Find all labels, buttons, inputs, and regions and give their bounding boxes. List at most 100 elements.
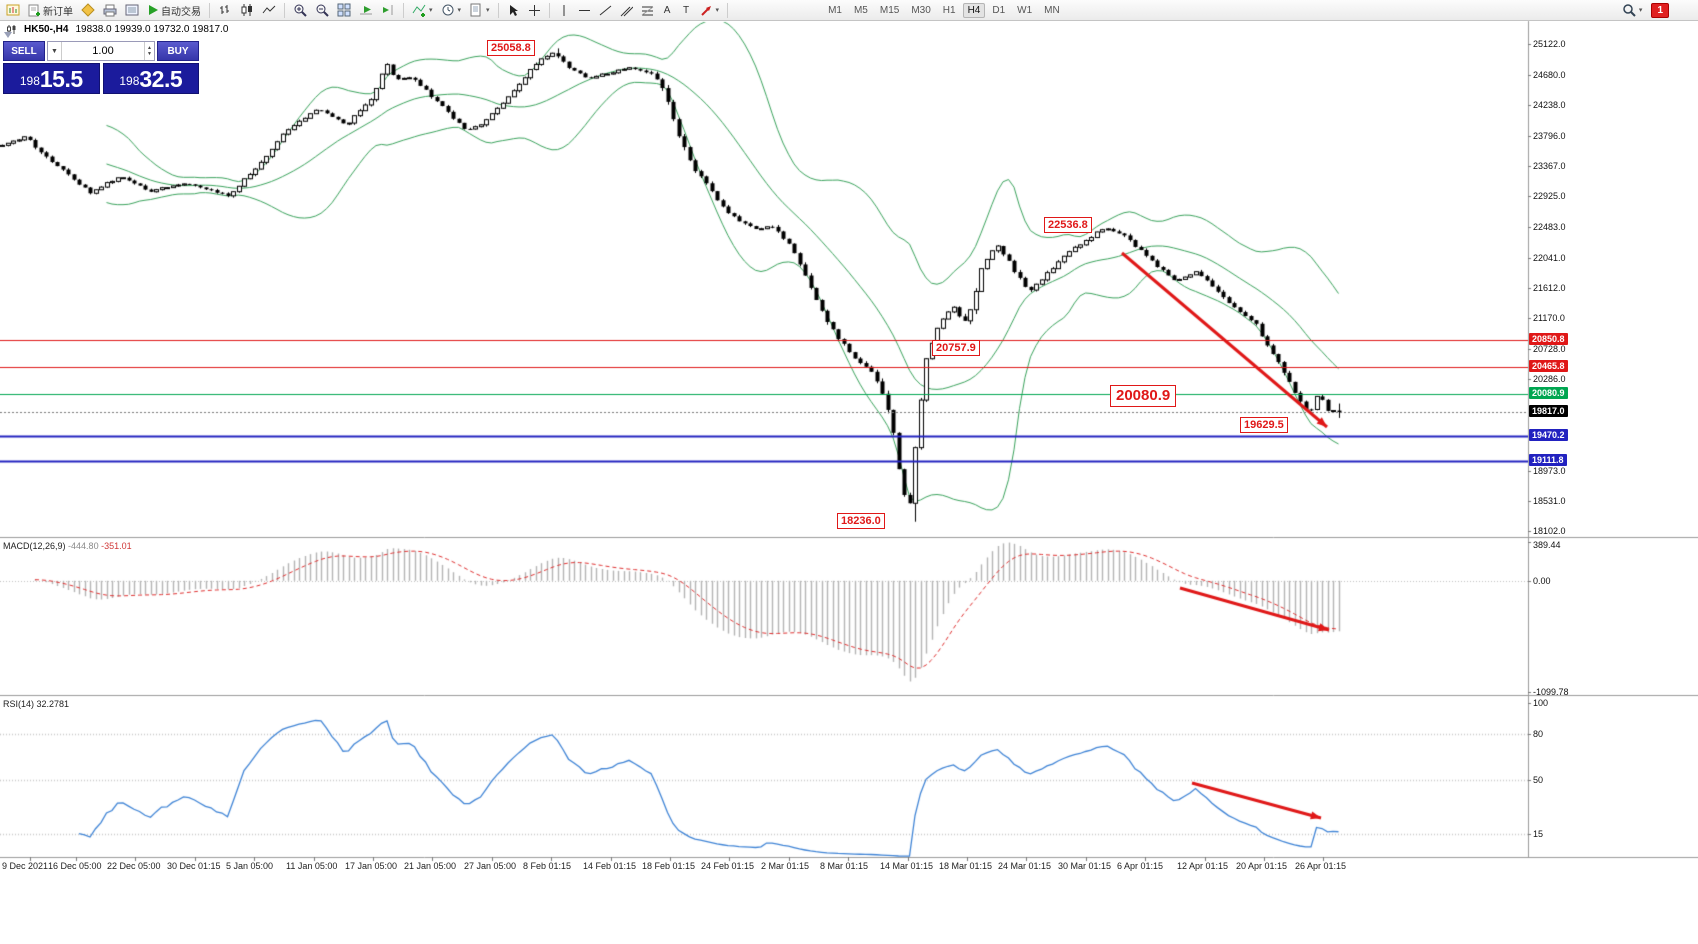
- toolbar-separator: [284, 2, 285, 18]
- price-axis-tick: 18973.0: [1533, 466, 1566, 476]
- macd-name: MACD(12,26,9): [3, 541, 66, 551]
- toolbar-separator: [209, 2, 210, 18]
- timeframe-h1-button[interactable]: H1: [942, 4, 956, 16]
- price-annotation[interactable]: 25058.8: [487, 40, 535, 56]
- volume-input[interactable]: [61, 42, 145, 60]
- main-toolbar: 新订单 自动交易 ▾ ▾ ▾ A T ▾ M1 M: [0, 0, 1698, 21]
- price-annotation[interactable]: 18236.0: [837, 513, 885, 529]
- dropdown-arrow-icon: ▾: [457, 7, 462, 14]
- price-annotation[interactable]: 20080.9: [1110, 385, 1177, 407]
- one-click-collapse-button[interactable]: [4, 32, 12, 38]
- line-chart-mode-icon[interactable]: [259, 2, 279, 19]
- symbol-period-label: HK50-,H4: [24, 24, 69, 35]
- time-axis-label: 18 Mar 01:15: [939, 861, 993, 871]
- channel-tool-icon[interactable]: [617, 2, 636, 19]
- time-axis-label: 17 Jan 05:00: [345, 861, 398, 871]
- templates-icon[interactable]: ▾: [466, 2, 493, 19]
- label-tool-icon[interactable]: T: [682, 4, 690, 16]
- rsi-label: RSI(14) 32.2781: [3, 699, 69, 709]
- time-axis-label: 6 Apr 01:15: [1117, 861, 1164, 871]
- time-axis-label: 12 Apr 01:15: [1177, 861, 1229, 871]
- crosshair-icon[interactable]: [525, 2, 544, 19]
- sell-price-display[interactable]: 198 15.5: [3, 63, 100, 94]
- toolbar-separator: [403, 2, 404, 18]
- toolbar-separator: [497, 2, 499, 18]
- time-axis-label: 24 Mar 01:15: [998, 861, 1052, 871]
- trendline-tool-icon[interactable]: [596, 2, 615, 19]
- buy-price-display[interactable]: 198 32.5: [102, 63, 199, 94]
- timeframe-mn-button[interactable]: MN: [1044, 4, 1060, 16]
- search-icon[interactable]: ▾: [1619, 2, 1646, 19]
- candlestick-mode-icon[interactable]: [237, 2, 257, 19]
- bar-chart-mode-icon[interactable]: [215, 2, 235, 19]
- stepper-down-icon[interactable]: ▼: [147, 51, 152, 57]
- time-axis-label: 21 Jan 05:00: [404, 861, 457, 871]
- buy-button[interactable]: BUY: [157, 41, 199, 61]
- timeframe-m30-button[interactable]: M30: [911, 4, 931, 16]
- vertical-line-tool-icon[interactable]: [555, 2, 573, 19]
- chart-shift-icon[interactable]: [378, 2, 398, 19]
- rsi-name: RSI(14): [3, 699, 35, 709]
- volume-stepper[interactable]: ▲ ▼: [144, 42, 154, 60]
- timeframe-h4-button[interactable]: H4: [962, 2, 986, 18]
- price-tag-resistance-1: 20850.8: [1529, 333, 1568, 345]
- rsi-value: 32.2781: [36, 699, 70, 709]
- toolbar-separator: [727, 2, 729, 18]
- macd-label: MACD(12,26,9) -444.80 -351.01: [3, 541, 132, 551]
- new-order-button[interactable]: 新订单: [25, 2, 76, 19]
- indicators-icon[interactable]: ▾: [409, 2, 436, 19]
- chart-title: HK50-,H4 19838.0 19939.0 19732.0 19817.0: [6, 24, 228, 35]
- timeframe-d1-button[interactable]: D1: [992, 4, 1006, 16]
- price-axis-tick: 24238.0: [1533, 100, 1566, 110]
- chart-title-icon: [7, 25, 16, 34]
- ohlc-readout: 19838.0 19939.0 19732.0 19817.0: [75, 24, 229, 35]
- text-tool-icon[interactable]: A: [663, 4, 671, 16]
- time-axis-label: 16 Dec 05:00: [48, 861, 102, 871]
- buy-price-prefix: 198: [119, 74, 140, 88]
- timeframe-m15-button[interactable]: M15: [879, 4, 900, 16]
- cursor-icon[interactable]: [504, 2, 523, 19]
- sell-button[interactable]: SELL: [3, 41, 45, 61]
- new-order-label: 新订单: [43, 6, 73, 18]
- macd-axis-tick: 389.44: [1533, 540, 1561, 550]
- timeframe-m5-button[interactable]: M5: [853, 4, 868, 16]
- auto-scroll-icon[interactable]: [356, 2, 376, 19]
- sell-price-big: 15.5: [39, 66, 83, 92]
- price-annotation[interactable]: 19629.5: [1240, 417, 1288, 433]
- volume-dropdown-icon[interactable]: ▼: [48, 42, 62, 60]
- price-axis-tick: 22041.0: [1533, 253, 1566, 263]
- notification-badge[interactable]: 1: [1651, 2, 1669, 18]
- price-axis-tick: 22925.0: [1533, 191, 1566, 201]
- tile-windows-icon[interactable]: [334, 2, 354, 19]
- price-annotation[interactable]: 22536.8: [1044, 217, 1092, 233]
- autotrading-button[interactable]: 自动交易: [144, 2, 204, 19]
- horizontal-line-tool-icon[interactable]: [575, 2, 594, 19]
- chart-window-icon[interactable]: [3, 2, 23, 19]
- metaeditor-icon[interactable]: [78, 2, 98, 19]
- arrows-tool-icon[interactable]: ▾: [697, 2, 723, 19]
- fibonacci-tool-icon[interactable]: [638, 2, 657, 19]
- timeframe-m1-button[interactable]: M1: [828, 4, 842, 16]
- stepper-up-icon[interactable]: ▲: [147, 45, 152, 51]
- price-axis-tick: 23796.0: [1533, 131, 1566, 141]
- time-axis-label: 8 Feb 01:15: [523, 861, 572, 871]
- time-axis-label: 18 Feb 01:15: [642, 861, 696, 871]
- periods-icon[interactable]: ▾: [438, 2, 465, 19]
- macd-axis-tick: 0.00: [1533, 576, 1551, 586]
- time-axis-label: 11 Jan 05:00: [286, 861, 338, 871]
- zoom-in-icon[interactable]: [290, 2, 310, 19]
- timeframe-w1-button[interactable]: W1: [1017, 4, 1033, 16]
- zoom-out-icon[interactable]: [312, 2, 332, 19]
- time-axis-label: 27 Jan 05:00: [464, 861, 517, 871]
- price-axis-tick: 18102.0: [1533, 526, 1566, 536]
- data-window-icon[interactable]: [122, 2, 142, 19]
- price-axis-tick: 20286.0: [1533, 374, 1566, 384]
- time-axis-label: 5 Jan 05:00: [226, 861, 274, 871]
- time-axis-label: 14 Mar 01:15: [880, 861, 934, 871]
- print-icon[interactable]: [100, 2, 120, 19]
- price-tag-pivot: 20080.9: [1529, 387, 1568, 399]
- macd-signal-value: -351.01: [101, 541, 132, 551]
- price-annotation[interactable]: 20757.9: [932, 340, 980, 356]
